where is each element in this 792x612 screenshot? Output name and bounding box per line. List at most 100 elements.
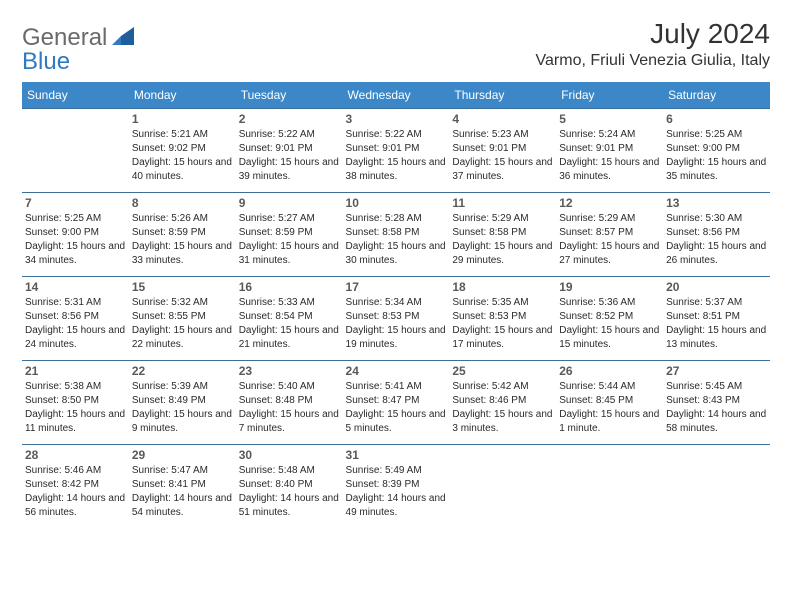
sunrise-line: Sunrise: 5:36 AM bbox=[559, 296, 660, 310]
calendar-cell: 25 Sunrise: 5:42 AMSunset: 8:46 PMDayligh… bbox=[449, 361, 556, 445]
sunset-line: Sunset: 9:00 PM bbox=[666, 142, 767, 156]
sunrise-line: Sunrise: 5:23 AM bbox=[452, 128, 553, 142]
day-number: 22 bbox=[132, 364, 233, 378]
daylight-line: Daylight: 15 hours and 38 minutes. bbox=[346, 156, 447, 184]
day-number: 10 bbox=[346, 196, 447, 210]
calendar-cell bbox=[449, 445, 556, 529]
day-details: Sunrise: 5:42 AMSunset: 8:46 PMDaylight:… bbox=[452, 380, 553, 436]
day-number: 6 bbox=[666, 112, 767, 126]
day-details: Sunrise: 5:37 AMSunset: 8:51 PMDaylight:… bbox=[666, 296, 767, 352]
day-details: Sunrise: 5:28 AMSunset: 8:58 PMDaylight:… bbox=[346, 212, 447, 268]
day-number: 12 bbox=[559, 196, 660, 210]
sunset-line: Sunset: 8:57 PM bbox=[559, 226, 660, 240]
daylight-line: Daylight: 14 hours and 58 minutes. bbox=[666, 408, 767, 436]
day-number: 31 bbox=[346, 448, 447, 462]
sunset-line: Sunset: 8:48 PM bbox=[239, 394, 340, 408]
day-details: Sunrise: 5:40 AMSunset: 8:48 PMDaylight:… bbox=[239, 380, 340, 436]
calendar-cell: 18Sunrise: 5:35 AMSunset: 8:53 PMDayligh… bbox=[449, 277, 556, 361]
day-details: Sunrise: 5:21 AMSunset: 9:02 PMDaylight:… bbox=[132, 128, 233, 184]
day-number: 27 bbox=[666, 364, 767, 378]
sunrise-line: Sunrise: 5:34 AM bbox=[346, 296, 447, 310]
calendar-row: 7Sunrise: 5:25 AMSunset: 9:00 PMDaylight… bbox=[22, 193, 770, 277]
calendar-cell: 21Sunrise: 5:38 AMSunset: 8:50 PMDayligh… bbox=[22, 361, 129, 445]
daylight-line: Daylight: 15 hours and 30 minutes. bbox=[346, 240, 447, 268]
calendar-row: 21Sunrise: 5:38 AMSunset: 8:50 PMDayligh… bbox=[22, 361, 770, 445]
daylight-line: Daylight: 15 hours and 24 minutes. bbox=[25, 324, 126, 352]
sunrise-line: Sunrise: 5:44 AM bbox=[559, 380, 660, 394]
sunset-line: Sunset: 8:46 PM bbox=[452, 394, 553, 408]
dayname-sat: Saturday bbox=[663, 82, 770, 109]
day-details: Sunrise: 5:45 AMSunset: 8:43 PMDaylight:… bbox=[666, 380, 767, 436]
day-number: 15 bbox=[132, 280, 233, 294]
calendar-header-row: Sunday Monday Tuesday Wednesday Thursday… bbox=[22, 82, 770, 109]
day-details: Sunrise: 5:27 AMSunset: 8:59 PMDaylight:… bbox=[239, 212, 340, 268]
day-number: 11 bbox=[452, 196, 553, 210]
sunrise-line: Sunrise: 5:25 AM bbox=[25, 212, 126, 226]
day-details: Sunrise: 5:30 AMSunset: 8:56 PMDaylight:… bbox=[666, 212, 767, 268]
calendar-cell: 22Sunrise: 5:39 AMSunset: 8:49 PMDayligh… bbox=[129, 361, 236, 445]
logo-mark-icon bbox=[112, 24, 138, 52]
calendar-cell: 7Sunrise: 5:25 AMSunset: 9:00 PMDaylight… bbox=[22, 193, 129, 277]
daylight-line: Daylight: 15 hours and 29 minutes. bbox=[452, 240, 553, 268]
calendar-cell: 2 Sunrise: 5:22 AMSunset: 9:01 PMDaylight… bbox=[236, 109, 343, 193]
day-number: 21 bbox=[25, 364, 126, 378]
calendar-cell: 23Sunrise: 5:40 AMSunset: 8:48 PMDayligh… bbox=[236, 361, 343, 445]
sunset-line: Sunset: 8:55 PM bbox=[132, 310, 233, 324]
daylight-line: Daylight: 15 hours and 13 minutes. bbox=[666, 324, 767, 352]
daylight-line: Daylight: 15 hours and 33 minutes. bbox=[132, 240, 233, 268]
day-number: 25 bbox=[452, 364, 553, 378]
day-details: Sunrise: 5:22 AMSunset: 9:01 PMDaylight:… bbox=[239, 128, 340, 184]
day-details: Sunrise: 5:36 AMSunset: 8:52 PMDaylight:… bbox=[559, 296, 660, 352]
daylight-line: Daylight: 14 hours and 51 minutes. bbox=[239, 492, 340, 520]
day-number: 17 bbox=[346, 280, 447, 294]
calendar-cell: 1Sunrise: 5:21 AMSunset: 9:02 PMDaylight… bbox=[129, 109, 236, 193]
sunset-line: Sunset: 8:58 PM bbox=[452, 226, 553, 240]
calendar-cell: 20 Sunrise: 5:37 AMSunset: 8:51 PMDayligh… bbox=[663, 277, 770, 361]
day-details: Sunrise: 5:31 AMSunset: 8:56 PMDaylight:… bbox=[25, 296, 126, 352]
calendar-cell: 3Sunrise: 5:22 AMSunset: 9:01 PMDaylight… bbox=[343, 109, 450, 193]
calendar-cell: 12Sunrise: 5:29 AMSunset: 8:57 PMDayligh… bbox=[556, 193, 663, 277]
calendar-cell bbox=[663, 445, 770, 529]
day-number: 13 bbox=[666, 196, 767, 210]
sunset-line: Sunset: 8:49 PM bbox=[132, 394, 233, 408]
sunset-line: Sunset: 9:01 PM bbox=[559, 142, 660, 156]
day-number: 20 bbox=[666, 280, 767, 294]
daylight-line: Daylight: 15 hours and 19 minutes. bbox=[346, 324, 447, 352]
day-details: Sunrise: 5:47 AMSunset: 8:41 PMDaylight:… bbox=[132, 464, 233, 520]
day-number: 9 bbox=[239, 196, 340, 210]
daylight-line: Daylight: 15 hours and 36 minutes. bbox=[559, 156, 660, 184]
sunset-line: Sunset: 8:42 PM bbox=[25, 478, 126, 492]
day-details: Sunrise: 5:41 AMSunset: 8:47 PMDaylight:… bbox=[346, 380, 447, 436]
header: General July 2024 Varmo, Friuli Venezia … bbox=[22, 18, 770, 70]
location: Varmo, Friuli Venezia Giulia, Italy bbox=[536, 52, 770, 70]
day-details: Sunrise: 5:24 AMSunset: 9:01 PMDaylight:… bbox=[559, 128, 660, 184]
day-number: 2 bbox=[239, 112, 340, 126]
sunrise-line: Sunrise: 5:31 AM bbox=[25, 296, 126, 310]
calendar-cell: 4Sunrise: 5:23 AMSunset: 9:01 PMDaylight… bbox=[449, 109, 556, 193]
sunset-line: Sunset: 8:59 PM bbox=[132, 226, 233, 240]
day-details: Sunrise: 5:32 AMSunset: 8:55 PMDaylight:… bbox=[132, 296, 233, 352]
sunset-line: Sunset: 8:41 PM bbox=[132, 478, 233, 492]
dayname-wed: Wednesday bbox=[343, 82, 450, 109]
calendar-row: 28Sunrise: 5:46 AMSunset: 8:42 PMDayligh… bbox=[22, 445, 770, 529]
sunrise-line: Sunrise: 5:29 AM bbox=[559, 212, 660, 226]
sunrise-line: Sunrise: 5:35 AM bbox=[452, 296, 553, 310]
daylight-line: Daylight: 15 hours and 3 minutes. bbox=[452, 408, 553, 436]
sunrise-line: Sunrise: 5:49 AM bbox=[346, 464, 447, 478]
day-details: Sunrise: 5:29 AMSunset: 8:58 PMDaylight:… bbox=[452, 212, 553, 268]
dayname-sun: Sunday bbox=[22, 82, 129, 109]
day-number: 26 bbox=[559, 364, 660, 378]
day-details: Sunrise: 5:48 AMSunset: 8:40 PMDaylight:… bbox=[239, 464, 340, 520]
daylight-line: Daylight: 15 hours and 5 minutes. bbox=[346, 408, 447, 436]
sunset-line: Sunset: 8:47 PM bbox=[346, 394, 447, 408]
sunrise-line: Sunrise: 5:33 AM bbox=[239, 296, 340, 310]
daylight-line: Daylight: 15 hours and 15 minutes. bbox=[559, 324, 660, 352]
sunrise-line: Sunrise: 5:45 AM bbox=[666, 380, 767, 394]
sunrise-line: Sunrise: 5:22 AM bbox=[239, 128, 340, 142]
sunrise-line: Sunrise: 5:39 AM bbox=[132, 380, 233, 394]
daylight-line: Daylight: 15 hours and 7 minutes. bbox=[239, 408, 340, 436]
day-details: Sunrise: 5:46 AMSunset: 8:42 PMDaylight:… bbox=[25, 464, 126, 520]
daylight-line: Daylight: 15 hours and 35 minutes. bbox=[666, 156, 767, 184]
calendar-row: 14Sunrise: 5:31 AMSunset: 8:56 PMDayligh… bbox=[22, 277, 770, 361]
sunset-line: Sunset: 8:53 PM bbox=[452, 310, 553, 324]
